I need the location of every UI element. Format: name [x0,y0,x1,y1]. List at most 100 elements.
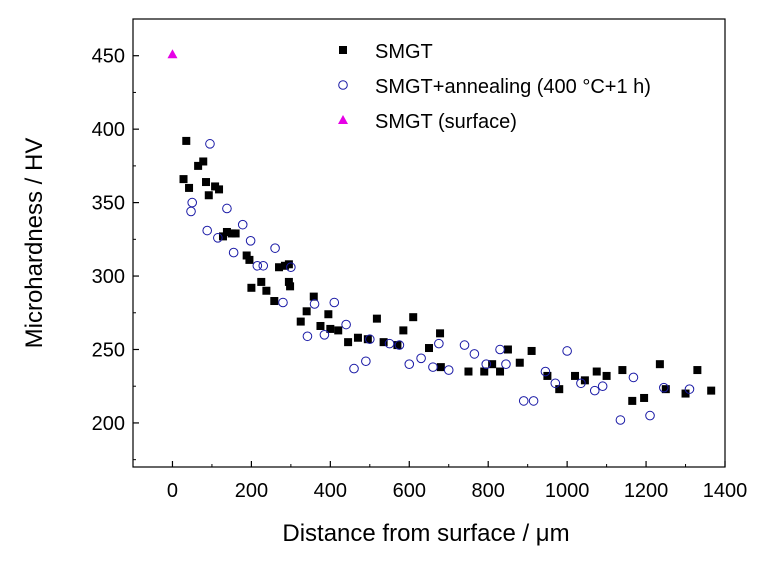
data-point [434,338,444,349]
data-point [270,297,279,306]
data-point [645,410,655,421]
data-point [296,317,305,326]
data-point [202,225,212,236]
data-point [503,345,512,354]
data-point [684,384,695,394]
data-point [361,356,371,367]
series-1 [179,136,716,405]
data-point [284,260,293,269]
y-axis-label: Microhardness / HV [21,138,48,349]
data-point [302,331,313,342]
data-point [213,233,223,243]
y-tick-label: 300 [92,266,125,288]
data-point [618,366,627,375]
data-point [270,243,280,253]
data-point [707,386,716,395]
data-point [540,366,551,377]
data-point [199,157,208,166]
data-point [481,359,492,369]
data-point [693,366,702,375]
data-point [302,307,311,316]
data-point [555,385,564,394]
legend-label: SMGT (surface) [375,111,517,133]
data-point [409,313,418,322]
x-tick-label: 0 [167,480,178,502]
data-point [275,263,284,272]
data-point [242,251,251,260]
data-point [185,183,194,192]
data-point [257,277,266,286]
data-point [655,360,664,369]
data-point [469,349,480,359]
data-point [571,371,580,380]
data-point [286,262,296,273]
data-point [319,330,330,340]
data-point [324,310,333,319]
x-tick-label: 200 [235,480,268,502]
data-point [515,358,524,367]
y-tick-label: 200 [92,413,125,435]
data-point [464,367,473,376]
legend-marker [339,46,347,54]
data-point [186,206,196,217]
y-tick-label: 450 [92,46,125,68]
data-point [592,367,601,376]
data-point [237,219,248,230]
x-tick-label: 400 [314,480,347,502]
data-point [349,363,359,374]
data-point [365,334,375,345]
legend: SMGT SMGT+annealing (400 °C+1 h) SMGT (sur… [338,41,651,133]
data-point [480,367,489,376]
data-point [399,326,408,335]
data-point [187,197,197,208]
data-point [286,282,295,291]
data-point [204,191,213,200]
data-point [528,396,539,406]
data-point [459,340,470,350]
data-point [602,371,611,380]
x-tick-label: 1000 [545,480,590,502]
data-point [222,227,231,236]
data-point [659,382,669,393]
x-tick-label: 800 [472,480,505,502]
data-point [231,229,240,238]
data-point [222,203,232,214]
data-point [393,341,402,350]
data-point [228,247,239,258]
data-point [379,338,388,347]
data-point [334,326,343,335]
data-point [488,360,497,369]
data-point [436,329,445,338]
data-point [262,286,271,295]
data-point [628,396,637,405]
series-3 [167,49,178,59]
data-point [518,396,529,406]
data-point [167,49,178,59]
y-tick-label: 250 [92,339,125,361]
data-point [194,161,203,170]
data-point [218,232,227,241]
data-point [341,319,351,330]
data-point [550,378,561,389]
data-point [182,136,191,145]
data-point [580,376,589,385]
data-point [329,297,340,308]
data-point [245,255,254,264]
x-tick-label: 1400 [703,480,748,502]
data-point [527,346,536,355]
legend-marker [338,115,348,124]
data-point [543,371,552,380]
data-points [167,49,716,425]
data-point [628,372,639,383]
data-point [661,385,670,394]
data-point [353,333,362,342]
axis-ticks: 0 200 400 600 800 1000 1200 1400 200 250 300 350 400… [92,18,748,502]
data-point [589,385,600,396]
series-2 [186,139,695,425]
data-point [326,324,335,333]
data-point [496,367,505,376]
data-point [562,346,572,356]
data-point [425,344,433,353]
data-point [278,297,288,308]
